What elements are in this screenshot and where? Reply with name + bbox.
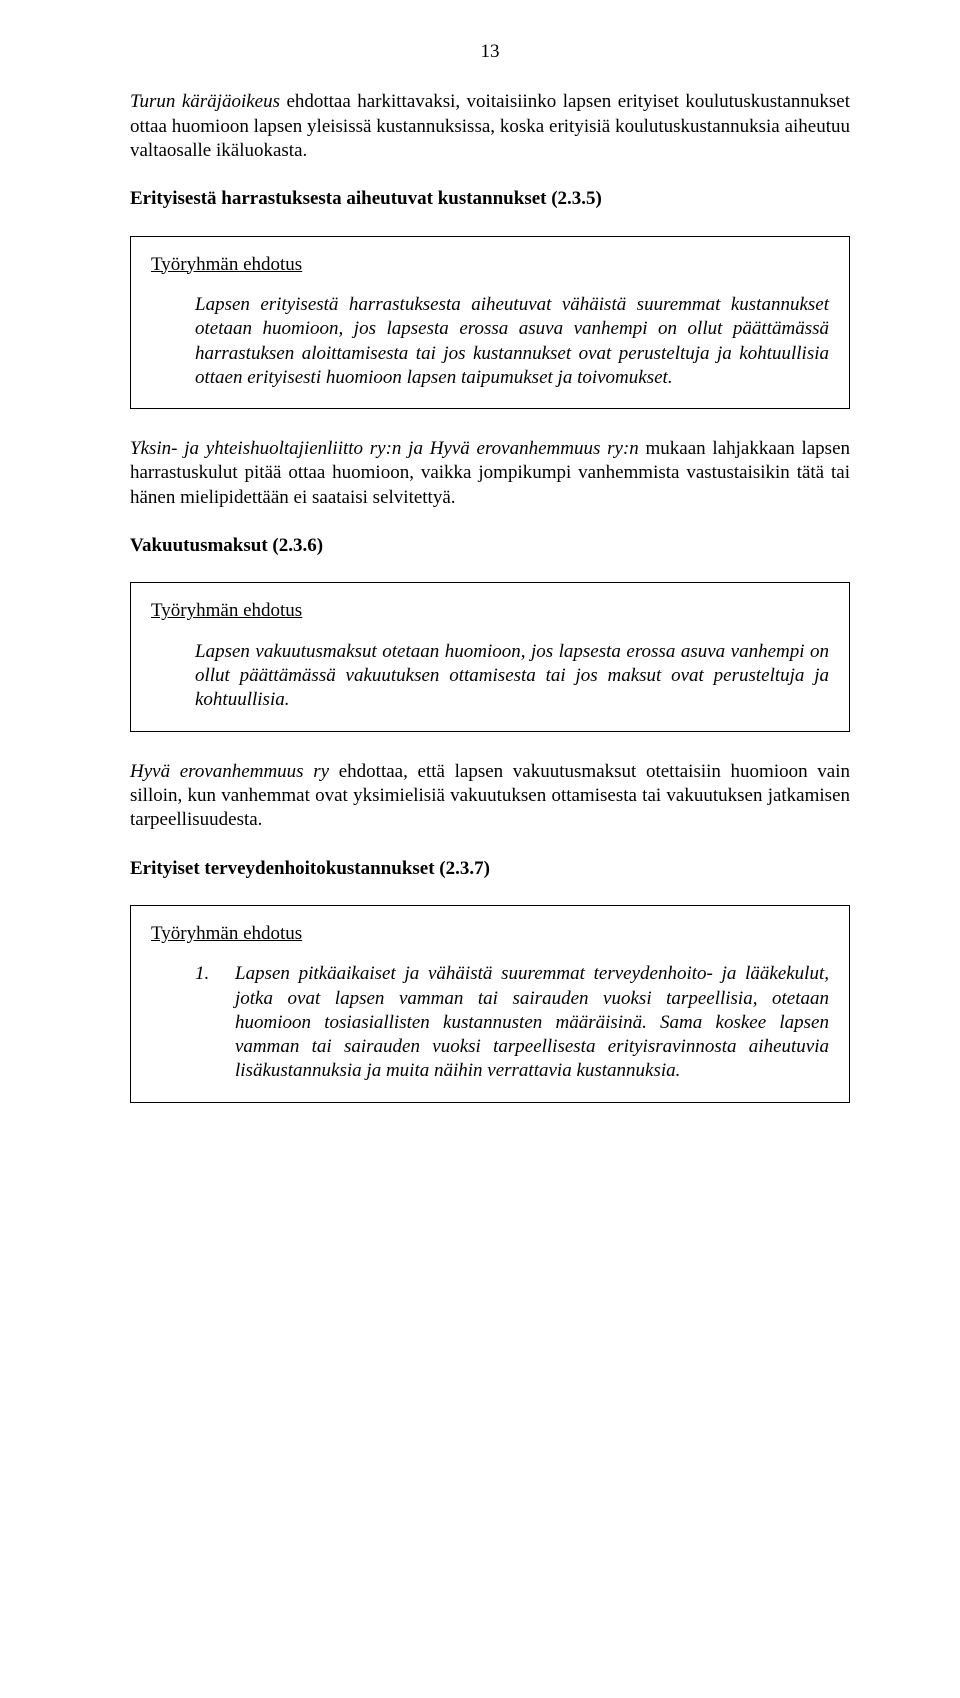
page-number: 13 — [130, 40, 850, 64]
proposal-box-3-list: 1. Lapsen pitkäaikaiset ja vähäistä suur… — [195, 962, 829, 1084]
section-heading-erityisesta-harrastuksesta: Erityisestä harrastuksesta aiheutuvat ku… — [130, 187, 850, 211]
document-page: 13 Turun käräjäoikeus ehdottaa harkittav… — [0, 0, 960, 1698]
proposal-list-text: Lapsen pitkäaikaiset ja vähäistä suuremm… — [235, 962, 829, 1084]
section2-after-lead: Hyvä erovanhemmuus ry — [130, 761, 329, 782]
proposal-box-1: Työryhmän ehdotus Lapsen erityisestä har… — [130, 236, 850, 410]
proposal-box-1-body: Lapsen erityisestä harrastuksesta aiheut… — [195, 293, 829, 390]
intro-paragraph: Turun käräjäoikeus ehdottaa harkittavaks… — [130, 90, 850, 163]
intro-lead: Turun käräjäoikeus — [130, 91, 280, 112]
section-heading-erityiset-terveydenhoito: Erityiset terveydenhoitokustannukset (2.… — [130, 857, 850, 881]
proposal-box-3-title: Työryhmän ehdotus — [151, 922, 829, 946]
section2-after-paragraph: Hyvä erovanhemmuus ry ehdottaa, että lap… — [130, 760, 850, 833]
proposal-box-2: Työryhmän ehdotus Lapsen vakuutusmaksut … — [130, 582, 850, 731]
proposal-box-2-title: Työryhmän ehdotus — [151, 599, 829, 623]
proposal-list-number: 1. — [195, 962, 235, 1084]
proposal-box-1-title: Työryhmän ehdotus — [151, 253, 829, 277]
section1-after-lead: Yksin- ja yhteishuoltajienliitto ry:n ja… — [130, 438, 639, 459]
proposal-box-3: Työryhmän ehdotus 1. Lapsen pitkäaikaise… — [130, 905, 850, 1103]
proposal-box-2-body: Lapsen vakuutusmaksut otetaan huomioon, … — [195, 640, 829, 713]
section-heading-vakuutusmaksut: Vakuutusmaksut (2.3.6) — [130, 534, 850, 558]
section1-after-paragraph: Yksin- ja yhteishuoltajienliitto ry:n ja… — [130, 437, 850, 510]
